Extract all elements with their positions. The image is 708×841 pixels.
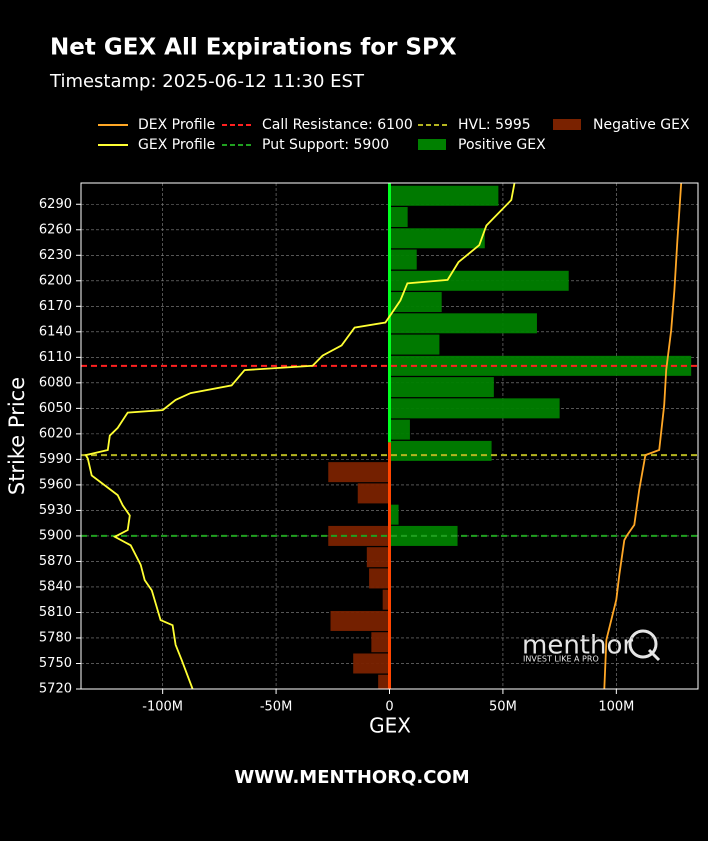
x-tick-label: 0 [385, 700, 393, 715]
gex-bar [389, 440, 492, 461]
watermark-brand: menthor [522, 631, 633, 661]
x-tick-label: -50M [260, 700, 292, 715]
gex-bar [389, 207, 408, 228]
y-tick-label: 6260 [39, 222, 72, 237]
watermark-logo [647, 648, 661, 662]
footer: WWW.MENTHORQ.COM [234, 767, 469, 788]
gex-bar [389, 377, 494, 398]
legend-swatch [418, 139, 446, 150]
y-tick-label: 5960 [39, 477, 72, 492]
y-tick-label: 5750 [39, 656, 72, 671]
gex-bar [371, 632, 390, 653]
y-tick-label: 6290 [39, 197, 72, 212]
y-tick-label: 6080 [39, 375, 72, 390]
gex-bar [389, 313, 537, 334]
y-tick-label: 5900 [39, 528, 72, 543]
y-tick-label: 5930 [39, 503, 72, 518]
gex-bar [357, 483, 390, 504]
chart-subtitle: Timestamp: 2025-06-12 11:30 EST [49, 71, 365, 92]
legend-label: Call Resistance: 6100 [262, 117, 413, 133]
y-tick-label: 6110 [39, 350, 72, 365]
x-tick-label: 100M [598, 700, 634, 715]
y-tick-label: 6140 [39, 324, 72, 339]
gex-bar [328, 462, 390, 483]
y-tick-label: 5990 [39, 452, 72, 467]
x-axis-label: GEX [369, 714, 411, 738]
legend-label: HVL: 5995 [458, 117, 531, 133]
gex-bar [389, 419, 410, 440]
y-tick-label: 5780 [39, 630, 72, 645]
gex-bar [389, 270, 569, 291]
y-tick-label: 6020 [39, 426, 72, 441]
y-tick-label: 5840 [39, 579, 72, 594]
legend-swatch [553, 119, 581, 130]
gex-bar [328, 525, 390, 546]
gex-bar [378, 674, 390, 689]
plot-frame [80, 182, 699, 690]
gex-bar [369, 568, 390, 589]
gex-bar [389, 504, 399, 525]
gex-bar [389, 334, 440, 355]
y-tick-label: 5720 [39, 682, 72, 697]
y-tick-label: 5870 [39, 554, 72, 569]
watermark: menthor INVEST LIKE A PRO [522, 629, 661, 664]
plot [81, 183, 698, 689]
y-axis-label: Strike Price [5, 377, 29, 495]
y-tick-label: 6230 [39, 248, 72, 263]
legend-label: Put Support: 5900 [262, 137, 389, 153]
y-tick-label: 5810 [39, 605, 72, 620]
legend-label: Positive GEX [458, 137, 546, 153]
watermark-logo [628, 629, 658, 659]
gex-bar [353, 653, 390, 674]
x-tick-label: 50M [489, 700, 517, 715]
legend-label: GEX Profile [138, 137, 215, 153]
gex-bar [389, 355, 692, 376]
gex-bar [366, 547, 390, 568]
y-tick-label: 6050 [39, 401, 72, 416]
gex-bar [389, 249, 417, 270]
watermark-tagline: INVEST LIKE A PRO [523, 655, 599, 664]
y-tick-label: 6200 [39, 273, 72, 288]
y-tick-label: 6170 [39, 299, 72, 314]
gex-bar [389, 185, 499, 206]
gex-bar [382, 589, 390, 610]
legend-label: DEX Profile [138, 117, 215, 133]
chart-title: Net GEX All Expirations for SPX [50, 35, 457, 61]
profile-line [84, 183, 516, 689]
gex-bar [389, 292, 442, 313]
x-tick-label: -100M [142, 700, 183, 715]
legend-label: Negative GEX [593, 117, 690, 133]
profile-line [603, 183, 683, 689]
gex-bar [330, 610, 390, 631]
gex-bar [389, 398, 560, 419]
gex-bar [389, 228, 485, 249]
